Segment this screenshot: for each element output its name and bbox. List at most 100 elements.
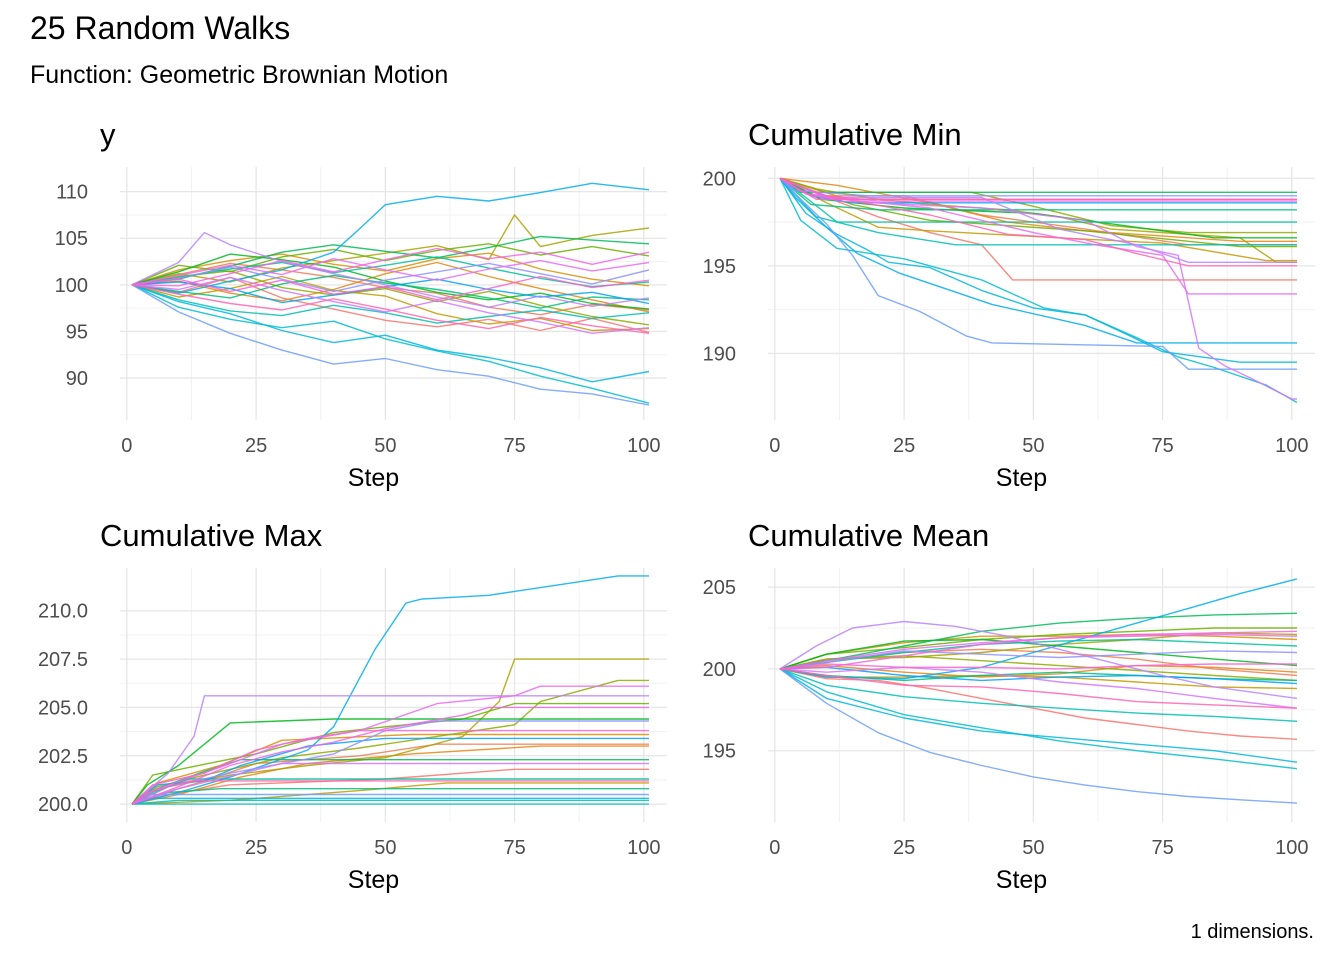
series-line-16 <box>131 182 650 294</box>
x-tick-label: 0 <box>121 435 132 457</box>
series-line-13 <box>779 668 1298 722</box>
x-tick-label: 100 <box>1275 837 1308 859</box>
series-line-2 <box>131 262 650 316</box>
x-tick-label: 25 <box>245 435 267 457</box>
series-line-12 <box>131 256 650 288</box>
series-line-2 <box>779 177 1297 246</box>
series-line-8 <box>131 243 650 286</box>
series-line-13 <box>131 284 650 324</box>
x-tick-label: 100 <box>627 837 660 859</box>
series-line-11 <box>131 274 650 309</box>
x-tick-label: 75 <box>1151 837 1173 859</box>
panel-title: Cumulative Max <box>100 518 323 553</box>
series-line-25 <box>131 780 649 805</box>
series-line-20 <box>131 231 650 308</box>
panel-title: Cumulative Min <box>748 117 962 152</box>
x-tick-label: 50 <box>1022 435 1044 457</box>
y-tick-label: 200 <box>703 659 736 681</box>
series-line-20 <box>779 620 1298 700</box>
series-line-25 <box>131 284 650 334</box>
x-tick-label: 50 <box>374 435 396 457</box>
series-line-19 <box>779 650 1298 670</box>
series-line-10 <box>779 177 1297 194</box>
x-tick-label: 50 <box>374 837 396 859</box>
series-line-10 <box>131 759 649 805</box>
y-tick-label: 210.0 <box>38 601 88 623</box>
panel-title: y <box>100 117 116 152</box>
y-tick-label: 200 <box>703 168 736 190</box>
x-axis-label: Step <box>348 866 399 894</box>
panel-4: 0 25 50 75 100 195 200 205 Cumulative Mean Step <box>703 518 1315 894</box>
series-line-6 <box>131 214 650 286</box>
figure-caption: 1 dimensions. <box>1190 921 1314 943</box>
x-tick-label: 25 <box>245 837 267 859</box>
panel-2: 0 25 50 75 100 190 195 200 Cumulative Min Step <box>703 117 1315 492</box>
y-tick-label: 200.0 <box>38 794 88 816</box>
series-line-3 <box>131 261 650 313</box>
series-line-9 <box>131 718 649 805</box>
series-line-7 <box>131 270 650 326</box>
y-tick-label: 105 <box>55 228 88 250</box>
series-line-8 <box>779 627 1297 670</box>
series-line-15 <box>131 284 650 383</box>
y-tick-label: 207.5 <box>38 649 88 671</box>
series-line-13 <box>779 177 1297 246</box>
y-tick-label: 205 <box>703 577 736 599</box>
series-line-18 <box>779 668 1298 804</box>
x-tick-label: 0 <box>769 435 780 457</box>
x-tick-label: 100 <box>627 435 660 457</box>
series-line-21 <box>779 666 1298 709</box>
x-tick-label: 0 <box>769 837 780 859</box>
x-axis-label: Step <box>348 464 399 492</box>
x-tick-label: 25 <box>893 837 915 859</box>
y-tick-label: 202.5 <box>38 746 88 768</box>
x-tick-label: 50 <box>1022 837 1044 859</box>
y-tick-label: 100 <box>55 275 88 297</box>
y-tick-label: 110 <box>56 182 88 204</box>
series-line-25 <box>779 177 1297 267</box>
figure-title: 25 Random Walks <box>30 10 291 46</box>
series-line-22 <box>779 633 1298 670</box>
series-line-23 <box>131 706 649 805</box>
x-tick-label: 0 <box>121 837 132 859</box>
x-tick-label: 25 <box>893 435 915 457</box>
series-line-8 <box>131 702 649 805</box>
series-line-21 <box>131 762 649 805</box>
series-line-18 <box>131 793 649 805</box>
series-line-3 <box>779 664 1298 678</box>
series-line-15 <box>779 177 1297 363</box>
series-line-21 <box>779 177 1297 400</box>
series-line-24 <box>131 275 650 301</box>
series-line-11 <box>779 177 1297 211</box>
series-line-17 <box>779 666 1298 685</box>
series-line-1 <box>779 177 1297 281</box>
y-tick-label: 205.0 <box>38 697 88 719</box>
series-line-24 <box>131 729 649 805</box>
series-line-5 <box>131 275 650 332</box>
y-tick-label: 195 <box>703 256 736 278</box>
series-line-10 <box>779 612 1298 670</box>
panel-title: Cumulative Mean <box>748 518 989 553</box>
series-line-17 <box>131 737 649 805</box>
x-axis-label: Step <box>996 464 1047 492</box>
series-line-16 <box>131 575 649 805</box>
series-line-9 <box>131 253 650 310</box>
x-tick-label: 75 <box>503 435 525 457</box>
x-tick-label: 75 <box>1151 435 1173 457</box>
y-tick-label: 195 <box>703 741 736 763</box>
y-tick-label: 90 <box>66 368 88 390</box>
series-line-24 <box>779 177 1297 201</box>
series-line-19 <box>779 177 1297 197</box>
y-tick-label: 95 <box>66 321 88 343</box>
panel-3: 0 25 50 75 100 200.0 202.5 205.0 207.5 210.0 Cumul… <box>38 518 667 894</box>
figure-subtitle: Function: Geometric Brownian Motion <box>30 61 449 89</box>
series-line-22 <box>131 258 650 286</box>
x-tick-label: 100 <box>1275 435 1308 457</box>
y-tick-label: 190 <box>703 343 736 365</box>
x-axis-label: Step <box>996 866 1047 894</box>
series-line-14 <box>779 668 1298 770</box>
series-line-5 <box>779 177 1297 262</box>
panel-1: 0 25 50 75 100 90 95 100 105 110 y Step <box>55 117 667 492</box>
series-line-14 <box>131 284 650 404</box>
